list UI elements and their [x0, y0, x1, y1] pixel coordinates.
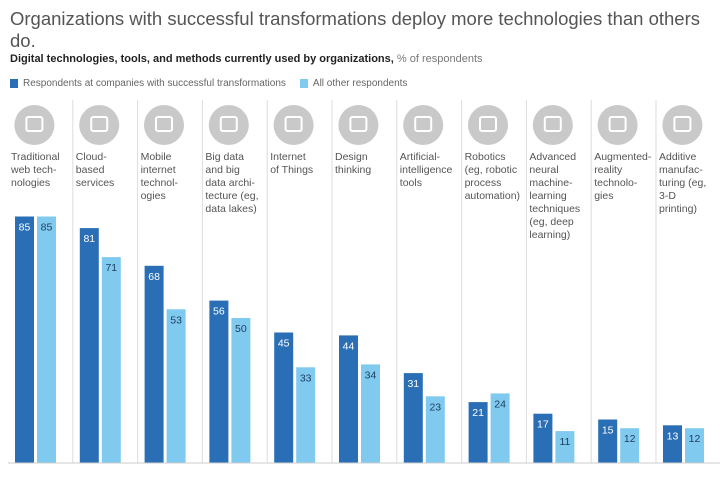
bar-successful: [274, 332, 294, 463]
chart-subtitle: Digital technologies, tools, and methods…: [10, 53, 483, 65]
neural-brain-icon: [532, 105, 573, 145]
bar-others: [166, 309, 186, 463]
bar-others: [620, 428, 640, 463]
robot-arm-icon-glyph: [479, 116, 497, 132]
bar-others: [101, 257, 121, 463]
data-label: 85: [41, 222, 53, 234]
brain-icon-glyph: [414, 116, 433, 132]
bar-successful: [533, 413, 553, 463]
data-label: 71: [105, 262, 117, 274]
legend-swatch: [10, 79, 18, 88]
cloud-icon-glyph: [90, 116, 109, 132]
bar-successful: [663, 425, 682, 463]
bar-others: [361, 364, 380, 463]
data-label: 31: [407, 378, 419, 390]
lightbulb-head-icon: [338, 105, 379, 145]
bar-successful: [468, 402, 488, 463]
bar-successful: [598, 419, 618, 463]
neural-brain-icon-glyph: [543, 116, 562, 132]
bar-successful: [209, 300, 229, 463]
lamp-icon: [273, 105, 314, 145]
smartphone-icon: [144, 105, 184, 145]
web-browser-icon: [14, 105, 55, 145]
chart-title: Organizations with successful transforma…: [10, 8, 700, 51]
category-label: Traditional web tech- nologies: [11, 151, 60, 189]
bar-others: [231, 318, 251, 463]
lightbulb-head-icon-glyph: [349, 116, 368, 132]
bar-others: [37, 216, 56, 463]
data-label: 45: [278, 338, 290, 350]
category-label: Robotics (eg, robotic process automation…: [464, 151, 521, 202]
server-stack-icon-glyph: [219, 116, 238, 132]
category-label: Internet of Things: [270, 151, 314, 176]
cube-icon: [597, 105, 638, 145]
data-label: 81: [83, 233, 95, 245]
bar-others: [685, 428, 704, 463]
bar-successful: [403, 373, 423, 463]
data-label: 12: [689, 433, 701, 445]
category-label: Big data and big data archi- tecture (eg…: [205, 151, 259, 215]
bar-successful: [79, 228, 99, 463]
bar-successful: [144, 265, 164, 463]
legend-swatch: [299, 79, 308, 88]
web-browser-icon-glyph: [25, 116, 44, 132]
data-label: 15: [602, 425, 614, 437]
data-label: 17: [537, 419, 549, 431]
bar-others: [490, 393, 510, 463]
legend-label: All other respondents: [312, 78, 408, 89]
category-label: Cloud- based services: [75, 151, 115, 189]
3d-printer-icon-glyph: [673, 116, 692, 132]
bar-others: [296, 367, 316, 463]
category-label: Artificial- intelligence tools: [399, 151, 453, 189]
subtitle-unit: % of respondents: [396, 53, 483, 65]
subtitle-main: Digital technologies, tools, and methods…: [10, 53, 394, 65]
legend-label: Respondents at companies with successful…: [23, 78, 286, 89]
data-label: 85: [19, 222, 31, 234]
data-label: 13: [667, 430, 679, 442]
data-label: 24: [494, 398, 506, 410]
3d-printer-icon: [662, 105, 703, 145]
legend: Respondents at companies with successful…: [10, 78, 407, 89]
legend-item-others: All other respondents: [299, 78, 408, 89]
server-stack-icon: [208, 105, 249, 145]
brain-icon: [403, 105, 444, 145]
category-label: Augmented- reality technolo- gies: [594, 151, 652, 202]
data-label: 23: [429, 401, 441, 413]
data-label: 53: [170, 314, 182, 326]
bar-others: [425, 396, 445, 463]
data-label: 50: [235, 323, 247, 335]
data-label: 12: [624, 433, 636, 445]
robot-arm-icon: [468, 105, 508, 145]
category-label: Design thinking: [335, 151, 372, 176]
cloud-icon: [79, 105, 120, 145]
bar-others: [555, 431, 575, 463]
data-label: 44: [343, 340, 355, 352]
data-label: 21: [472, 407, 484, 419]
smartphone-icon-glyph: [155, 116, 173, 132]
category-label: Mobile internet technol- ogies: [140, 151, 178, 202]
category-label: Advanced neural machine- learning techni…: [529, 151, 581, 241]
bar-successful: [339, 335, 358, 463]
cube-icon-glyph: [608, 116, 627, 132]
data-label: 68: [148, 271, 160, 283]
data-label: 11: [559, 436, 570, 448]
legend-item-successful: Respondents at companies with successful…: [10, 78, 286, 89]
data-label: 34: [365, 369, 377, 381]
bar-successful: [15, 216, 34, 463]
lamp-icon-glyph: [284, 116, 303, 132]
data-label: 56: [213, 306, 225, 318]
data-label: 33: [300, 372, 312, 384]
category-label: Additive manufac- turing (eg, 3-D printi…: [659, 151, 707, 215]
